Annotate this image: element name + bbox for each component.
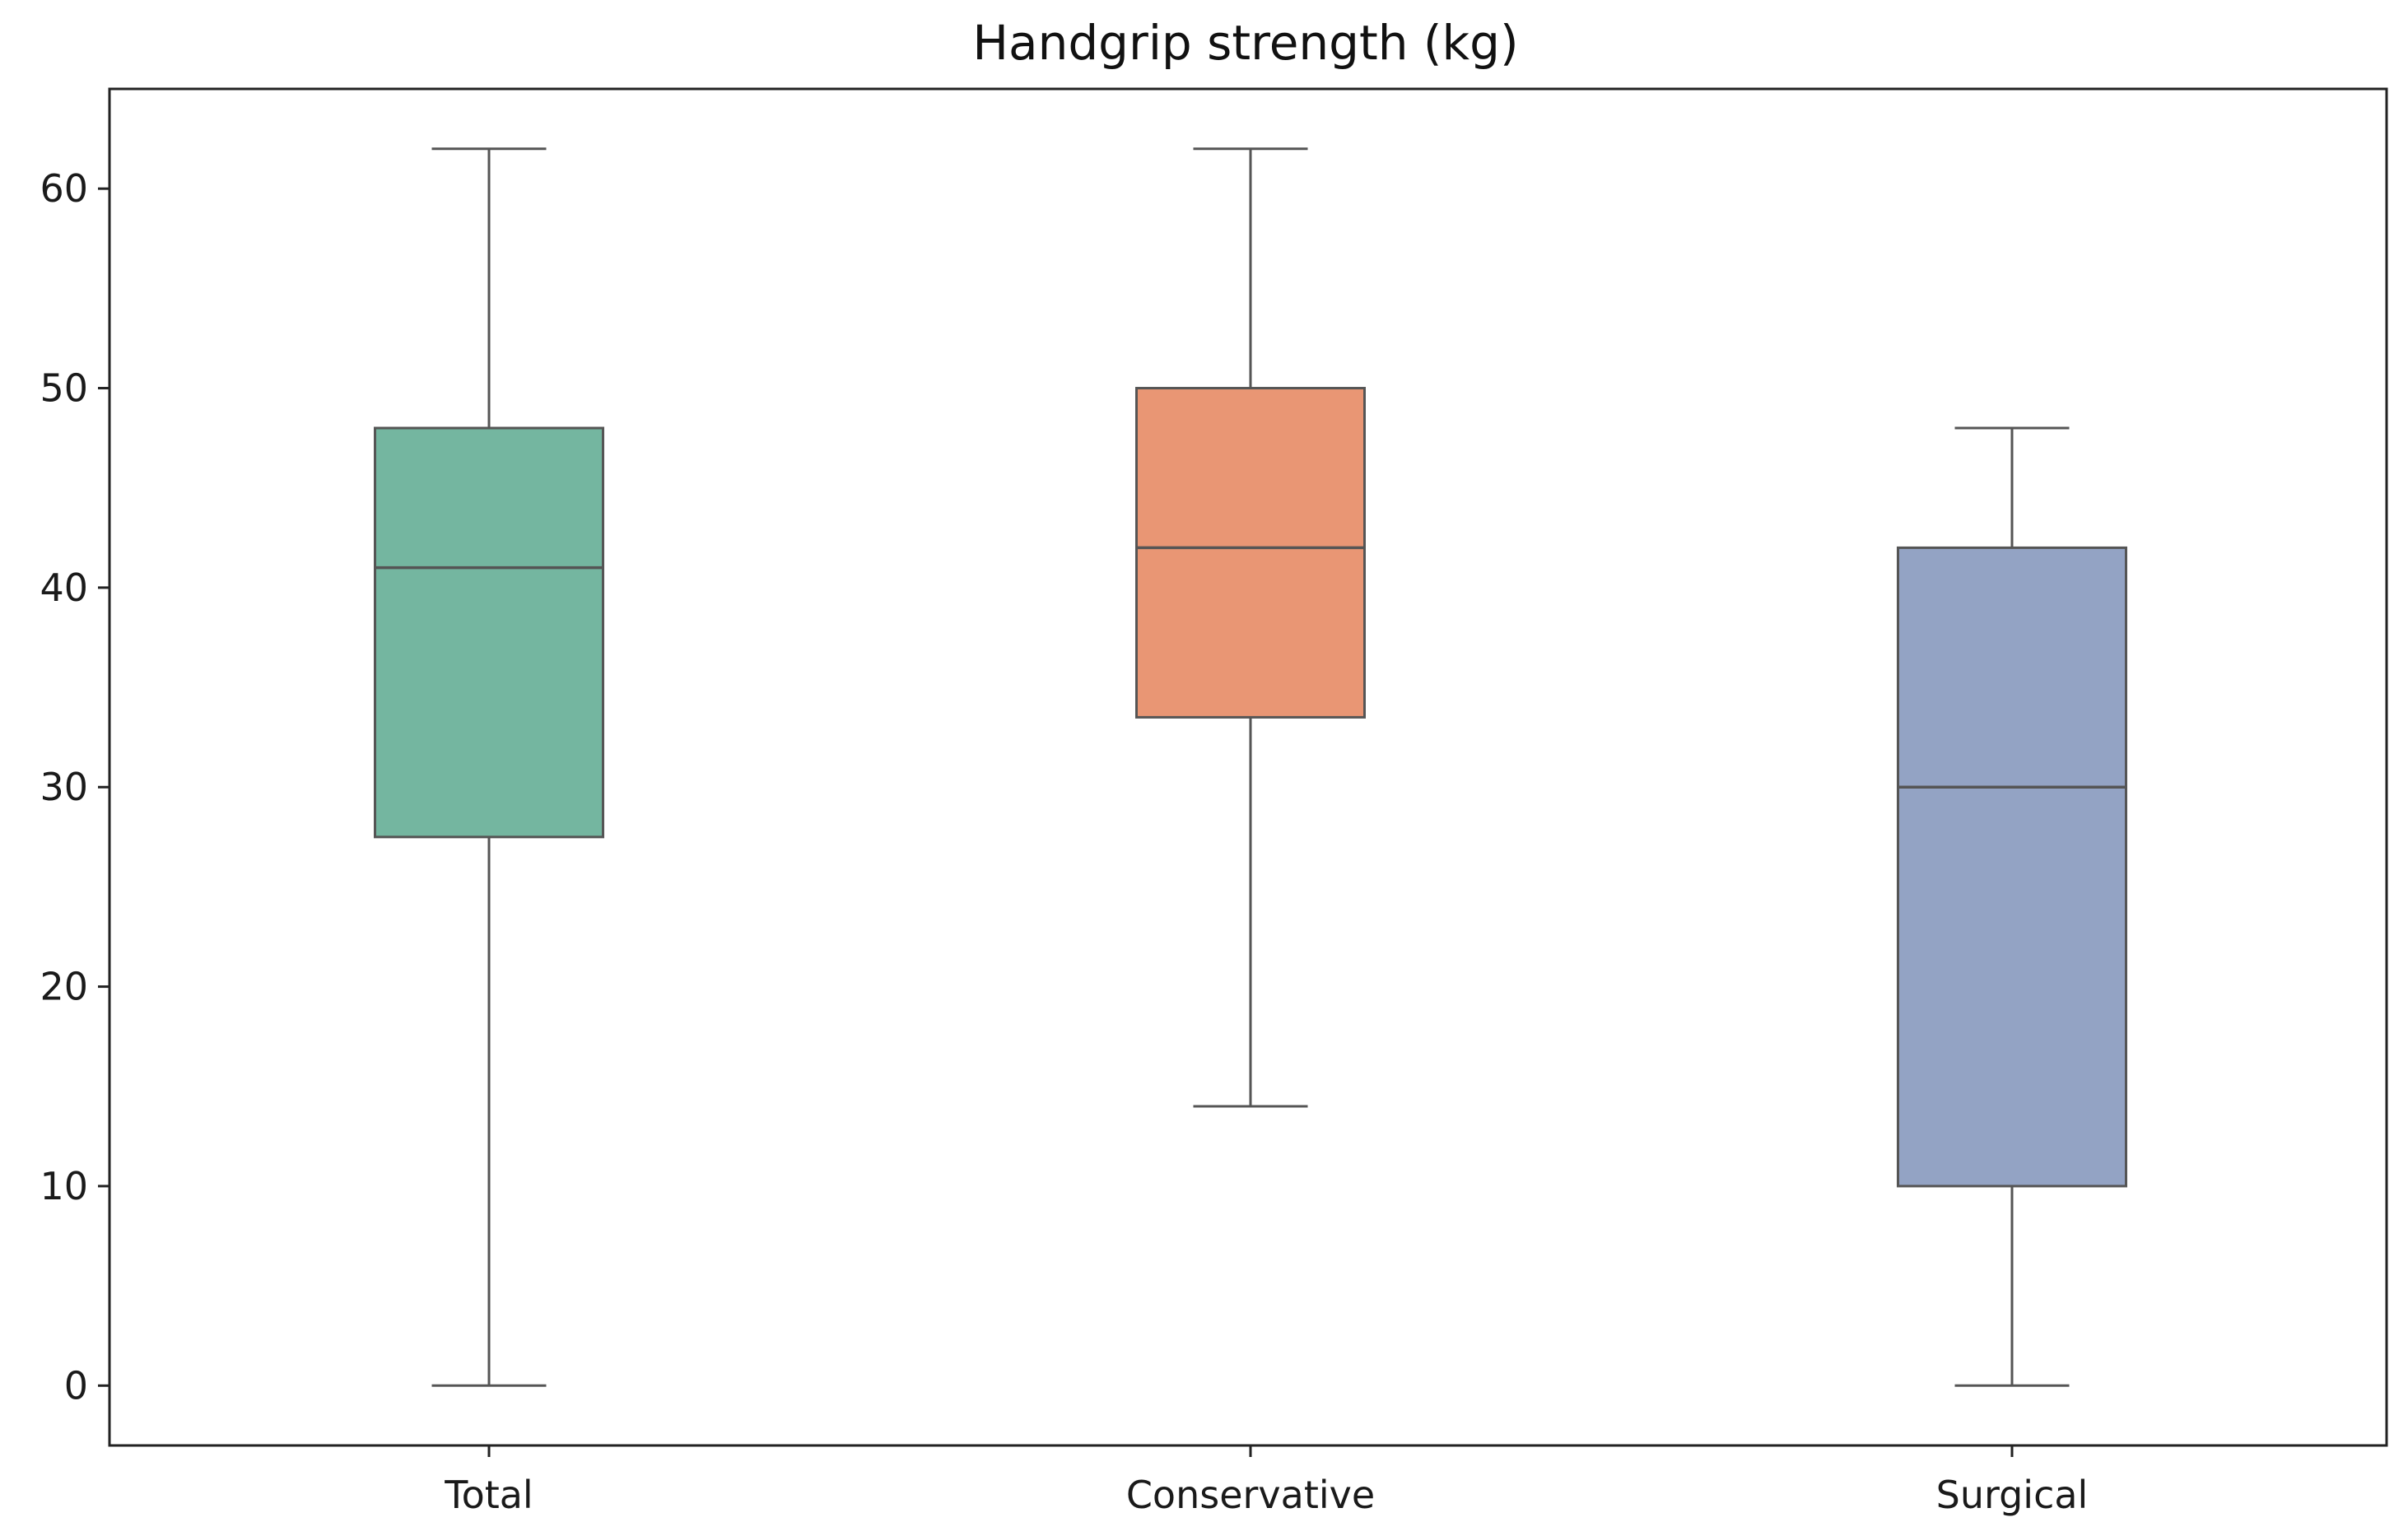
y-tick-label: 60 [40,166,88,211]
x-axis: Total Conservative Surgical [444,1445,2088,1517]
chart-title: Handgrip strength (kg) [972,15,1518,71]
axes-frame [108,87,2388,1447]
y-axis: 0 10 20 30 40 50 60 [40,166,109,1408]
y-tick-label: 30 [40,765,88,809]
y-tick-label: 0 [64,1363,88,1408]
y-tick-label: 10 [40,1164,88,1208]
iqr-box [1135,387,1366,719]
y-tick-label: 50 [40,366,88,411]
iqr-box [374,426,604,839]
x-tick-label: Total [444,1473,533,1517]
box-conservative [1135,147,1366,1108]
box-total [374,147,604,1387]
x-tick-label: Surgical [1936,1473,2089,1517]
iqr-box [1897,546,2127,1188]
y-tick-label: 20 [40,965,88,1009]
box-surgical [1897,426,2127,1387]
x-tick-label: Conservative [1126,1473,1375,1517]
plot-area [374,147,2127,1387]
y-tick-label: 40 [40,566,88,610]
